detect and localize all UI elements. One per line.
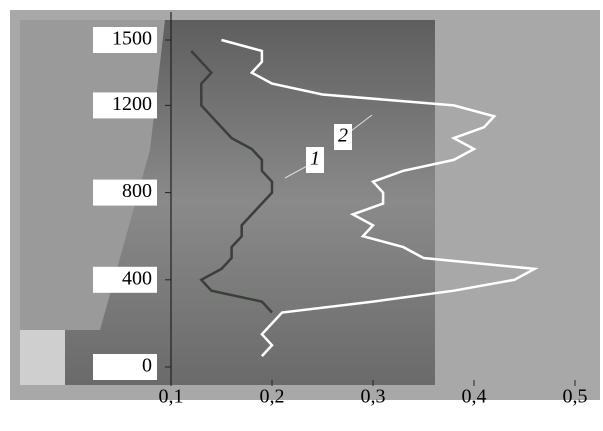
x-tick-label: 0,3 [361,386,386,408]
x-tick-label: 0,5 [563,386,588,408]
series-label: 2 [338,125,348,147]
photo-corner [20,330,65,385]
y-tick-label: 1200 [112,93,152,115]
y-tick-label: 400 [122,267,152,289]
x-tick-label: 0,2 [260,386,285,408]
x-tick-label: 0,4 [462,386,487,408]
chart: 0 400 800 1200 1500 0,1 0,2 0,3 0,4 0,5 12 [0,0,603,431]
series-label: 1 [310,148,320,170]
y-tick-label: 800 [122,180,152,202]
x-tick-label: 0,1 [159,386,184,408]
y-tick-label: 0 [142,355,152,377]
y-tick-label: 1500 [112,28,152,50]
